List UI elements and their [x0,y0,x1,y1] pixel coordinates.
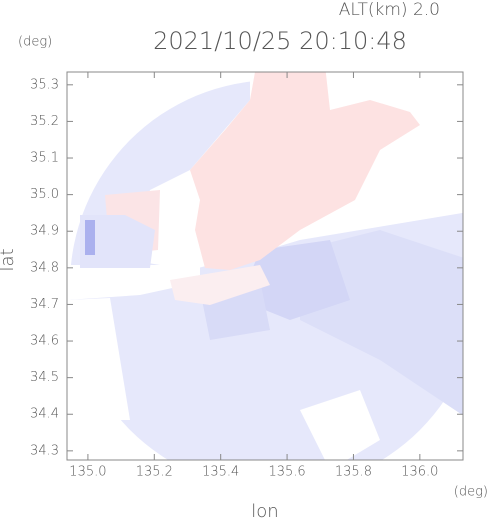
y-tick-label: 34.8 [30,260,59,275]
blank-zone [300,390,380,460]
blue-zone [80,215,155,268]
blank-zone [67,265,200,300]
y-unit: (deg) [18,35,52,50]
y-tick-label: 35.3 [30,77,59,92]
y-tick-label: 35.1 [30,151,59,166]
x-axis-label: lon [251,501,278,521]
x-tick-label: 136.0 [401,465,438,480]
radar-field [67,72,463,460]
y-tick-label: 34.7 [30,297,59,312]
subtitle: ALT(km) 2.0 [339,0,440,20]
x-tick-label: 135.4 [202,465,239,480]
pink-zone [170,265,270,305]
y-tick-label: 35.2 [30,114,59,129]
blue-zone [85,220,95,255]
y-tick-label: 34.3 [30,443,59,458]
chart-title: 2021/10/25 20:10:48 [153,27,407,55]
y-tick-label: 34.5 [30,370,59,385]
blank-zone [67,298,130,420]
x-tick-label: 135.8 [335,465,372,480]
y-tick-label: 34.9 [30,224,59,239]
plot-frame [66,71,464,461]
x-unit: (deg) [454,485,488,500]
y-tick-label: 34.6 [30,334,59,349]
y-tick-label: 35.0 [30,187,59,202]
y-axis-label: lat [0,248,18,271]
blue-zone [240,240,350,320]
x-tick-label: 135.0 [69,465,106,480]
y-tick-label: 34.4 [30,407,59,422]
pink-zone [190,72,420,270]
x-tick-label: 135.2 [136,465,173,480]
x-tick-label: 135.6 [268,465,305,480]
